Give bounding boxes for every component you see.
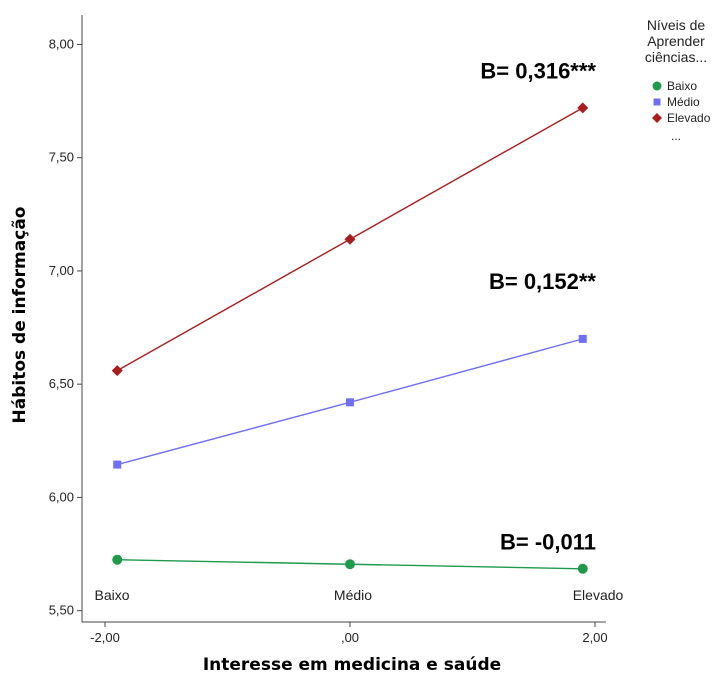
legend-title: ciências... — [645, 49, 707, 65]
x-tick-label: -2,00 — [90, 630, 120, 645]
plot-frame — [81, 15, 606, 623]
data-point-baixo — [345, 559, 355, 570]
legend-marker-baixo — [652, 81, 662, 91]
y-tick-label: 6,50 — [49, 376, 74, 391]
legend-marker-elevado — [652, 113, 662, 123]
data-point-elevado — [344, 233, 356, 245]
data-point-médio — [346, 398, 354, 407]
category-label: Médio — [334, 587, 372, 603]
legend-item-label: Baixo — [667, 79, 697, 93]
data-point-elevado — [577, 102, 589, 114]
legend-title: Aprender — [647, 33, 705, 49]
legend-item-label: Médio — [667, 95, 700, 109]
x-axis-title: Interesse em medicina e saúde — [203, 655, 501, 675]
legend-title: Níveis de — [647, 17, 706, 33]
coefficient-label: B= 0,152** — [489, 269, 596, 294]
category-label: Baixo — [94, 587, 129, 603]
y-axis-title: Hábitos de informação — [10, 207, 30, 424]
y-tick-label: 5,50 — [49, 603, 74, 618]
category-labels: Baixo Médio Elevado — [94, 587, 623, 603]
legend-more-indicator: ... — [671, 129, 681, 143]
data-point-baixo — [112, 554, 123, 565]
legend-marker-médio — [653, 98, 661, 106]
x-axis-ticks: -2,00 ,00 2,00 — [90, 622, 608, 645]
y-tick-label: 8,00 — [49, 36, 74, 51]
coefficient-label: B= 0,316*** — [480, 58, 596, 83]
data-point-médio — [113, 460, 122, 469]
data-point-médio — [578, 334, 587, 343]
coefficient-label: B= -0,011 — [500, 530, 596, 555]
y-axis-ticks: 5,50 6,00 6,50 7,00 7,50 8,00 — [49, 36, 82, 618]
coefficient-annotations: B= 0,316*** B= 0,152** B= -0,011 — [480, 58, 596, 554]
category-label: Elevado — [573, 587, 624, 603]
series-markers — [111, 102, 589, 574]
data-point-elevado — [111, 365, 123, 377]
y-tick-label: 7,00 — [49, 263, 74, 278]
y-tick-label: 7,50 — [49, 150, 74, 165]
y-tick-label: 6,00 — [49, 489, 74, 504]
series-lines — [116, 107, 584, 570]
legend-item-label: Elevado — [667, 111, 711, 125]
x-tick-label: ,00 — [341, 630, 359, 645]
data-point-baixo — [577, 563, 588, 574]
x-tick-label: 2,00 — [582, 630, 607, 645]
